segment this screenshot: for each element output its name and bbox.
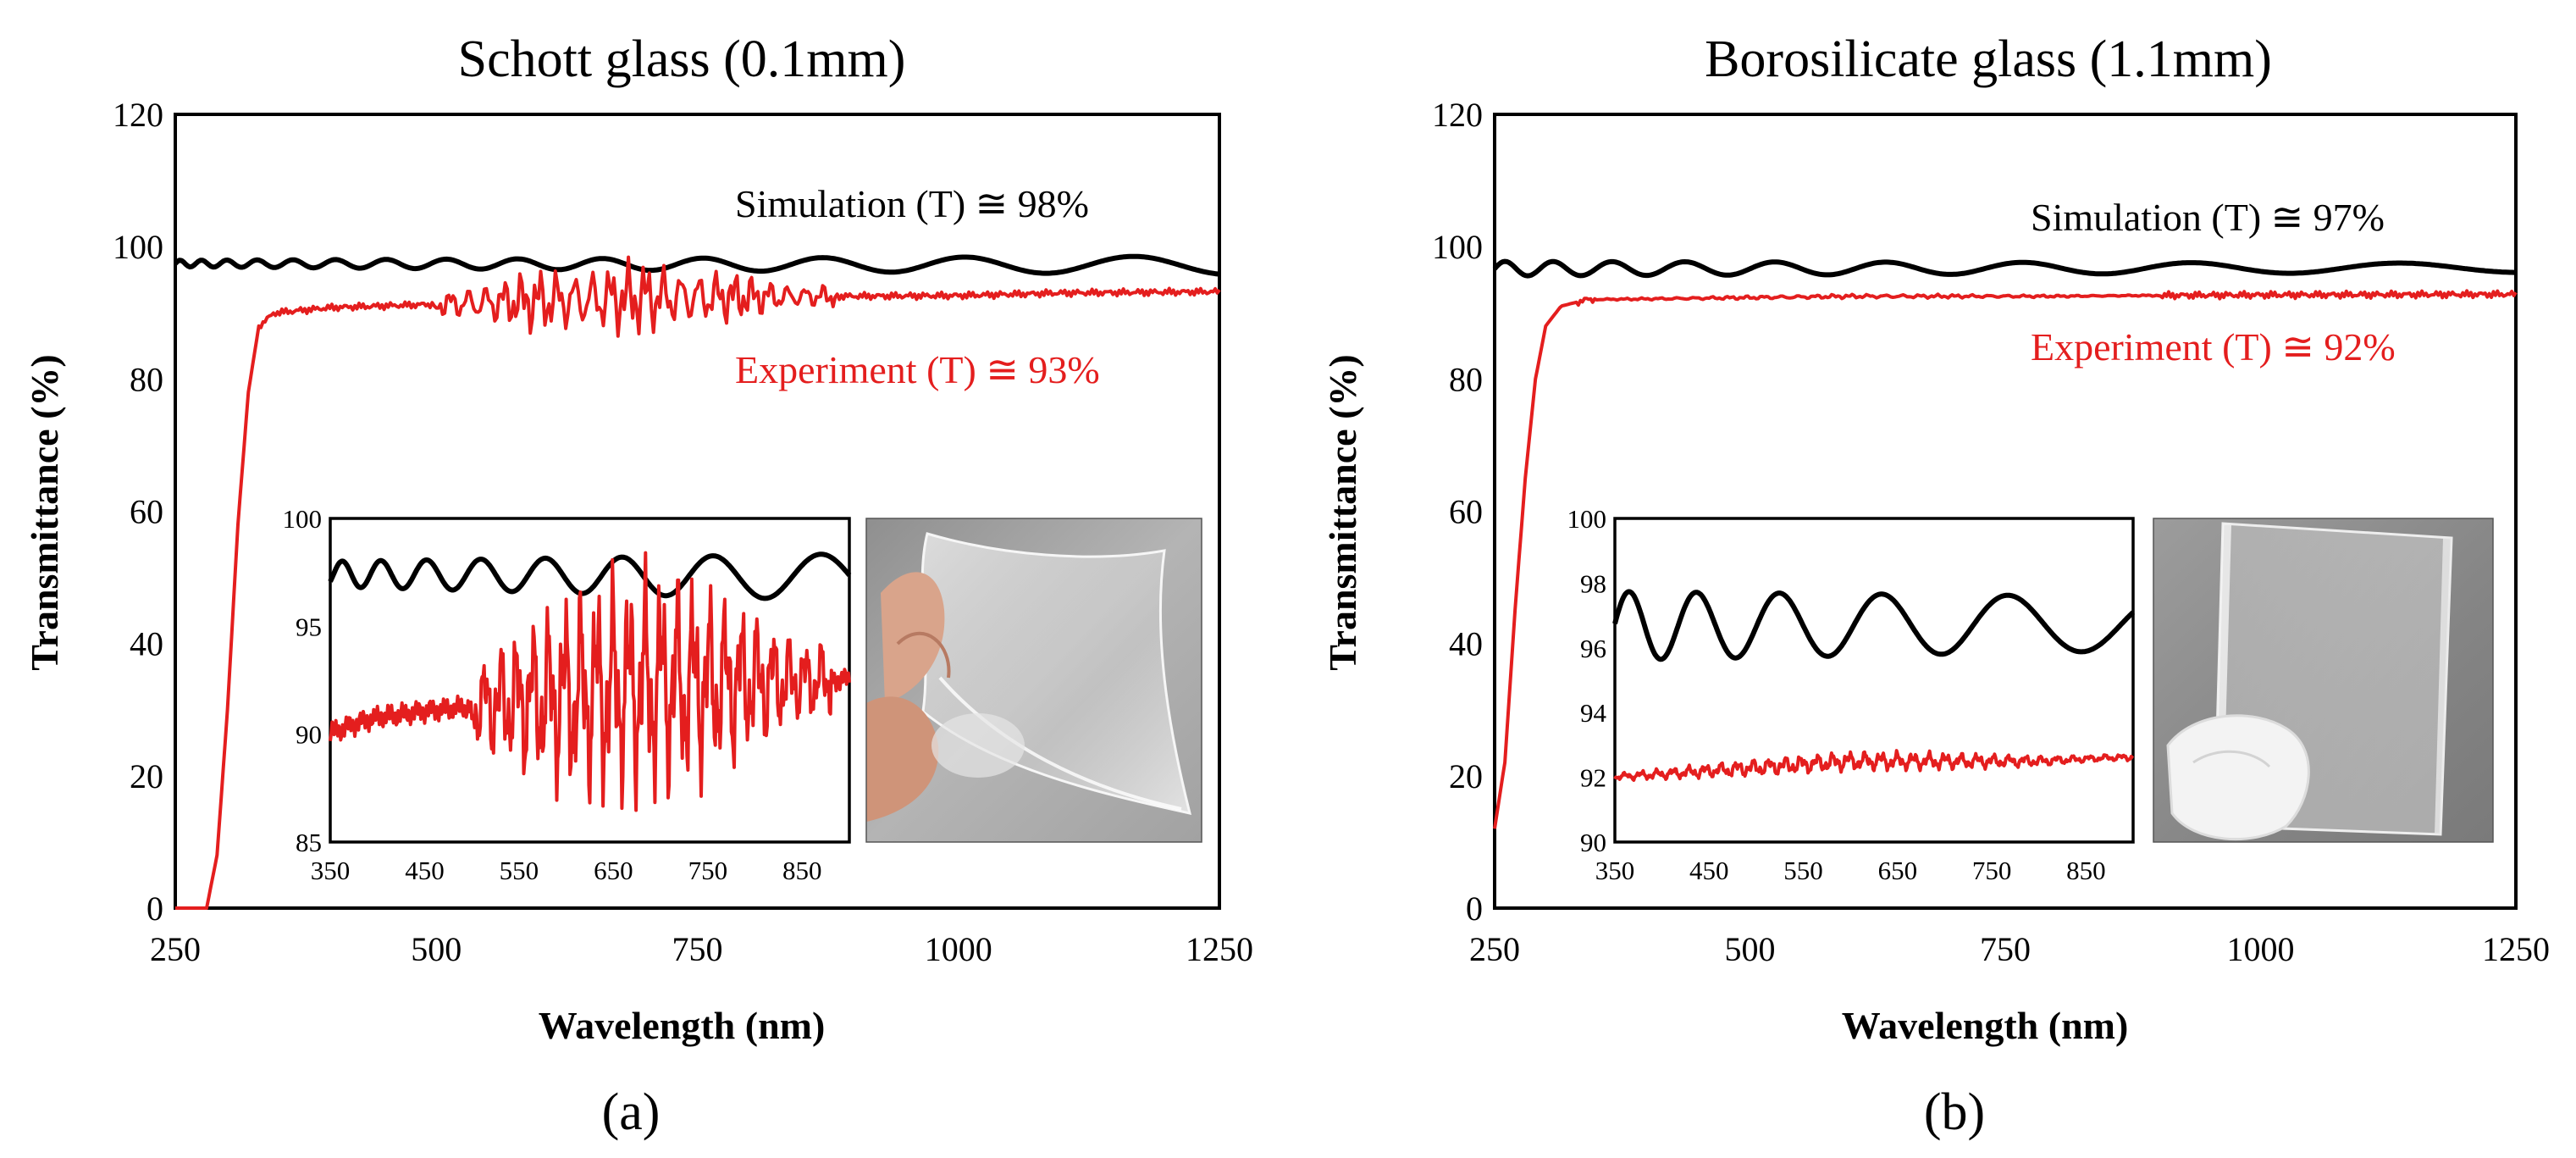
main-a-y-tick-label: 100 bbox=[113, 228, 163, 266]
inset-series-simulation-a bbox=[328, 551, 852, 601]
inset-a-x-tick-label: 750 bbox=[688, 856, 728, 885]
inset-b-y-tick-label: 96 bbox=[1580, 634, 1606, 663]
main-a-y-tick-label: 40 bbox=[130, 625, 163, 663]
x-tick-labels-a: 250 500 750 1000 1250 bbox=[150, 930, 1253, 968]
simulation-line-a bbox=[173, 253, 1220, 277]
panel-label-b: (b) bbox=[1924, 1083, 1985, 1141]
inset-experiment-line-b bbox=[1613, 749, 2135, 782]
inset-b-x-tick-label: 850 bbox=[2066, 856, 2106, 885]
panel-label-a: (a) bbox=[602, 1083, 661, 1141]
inset-series-simulation-b bbox=[1612, 589, 2136, 662]
rigid-glass-plate-photo bbox=[2153, 518, 2494, 843]
experiment-annotation-b: Experiment (T) ≅ 92% bbox=[2031, 325, 2396, 368]
main-b-x-tick-label: 500 bbox=[1725, 930, 1776, 968]
series-simulation-a bbox=[173, 253, 1220, 277]
main-b-y-tick-label: 120 bbox=[1432, 96, 1483, 134]
inset-experiment-line-a bbox=[329, 551, 851, 812]
main-a-y-tick-label: 60 bbox=[130, 493, 163, 531]
y-tick-labels-a: 0 20 40 60 80 100 120 bbox=[113, 96, 163, 928]
inset-b-x-tick-label: 750 bbox=[1972, 856, 2012, 885]
inset-a-y-tick-label: 100 bbox=[283, 504, 323, 534]
plot-frame-b bbox=[1493, 113, 2518, 910]
inset-a-x-tick-label: 850 bbox=[782, 856, 822, 885]
inset-a-x-tick-label: 650 bbox=[594, 856, 633, 885]
inset-b-x-tick-label: 450 bbox=[1689, 856, 1729, 885]
inset-a-y-tick-label: 90 bbox=[296, 720, 322, 750]
chart-title-b: Borosilicate glass (1.1mm) bbox=[1705, 30, 2272, 88]
main-a-y-tick-label: 20 bbox=[130, 757, 163, 795]
experiment-annotation-a: Experiment (T) ≅ 93% bbox=[735, 348, 1100, 391]
panel-a: Schott glass (0.1mm) Transmittance (%) W… bbox=[23, 30, 1253, 1141]
experiment-line-b bbox=[1493, 289, 2518, 829]
inset-a-y-tick-label: 85 bbox=[296, 828, 322, 857]
main-b-y-tick-label: 0 bbox=[1466, 889, 1483, 928]
inset-y-tick-labels-a: 85 90 95 100 bbox=[283, 504, 323, 857]
experiment-line-a bbox=[175, 255, 1221, 910]
panel-b: Borosilicate glass (1.1mm) Transmittance… bbox=[1321, 30, 2550, 1141]
main-a-x-tick-label: 750 bbox=[672, 930, 723, 968]
inset-a-x-tick-label: 550 bbox=[500, 856, 539, 885]
inset-series-experiment-a bbox=[329, 551, 851, 812]
main-b-x-tick-label: 250 bbox=[1469, 930, 1520, 968]
main-b-y-tick-label: 60 bbox=[1449, 493, 1483, 531]
inset-b-x-tick-label: 550 bbox=[1783, 856, 1823, 885]
main-b-y-tick-label: 20 bbox=[1449, 757, 1483, 795]
main-a-x-tick-label: 1000 bbox=[925, 930, 992, 968]
y-axis-label-b: Transmittance (%) bbox=[1321, 354, 1364, 670]
simulation-line-b bbox=[1492, 258, 2517, 279]
main-b-y-tick-label: 80 bbox=[1449, 360, 1483, 398]
inset-x-tick-labels-a: 350 450 550 650 750 850 bbox=[311, 856, 822, 885]
inset-series-experiment-b bbox=[1613, 749, 2135, 782]
series-simulation-b bbox=[1492, 258, 2517, 279]
inset-b-y-tick-label: 94 bbox=[1580, 698, 1607, 728]
main-b-x-tick-label: 750 bbox=[1980, 930, 2031, 968]
main-a-y-tick-label: 0 bbox=[146, 889, 163, 928]
plot-frame-a bbox=[174, 113, 1221, 910]
inset-b-y-tick-label: 92 bbox=[1580, 763, 1606, 793]
main-a-y-tick-label: 120 bbox=[113, 96, 163, 134]
inset-a-x-tick-label: 450 bbox=[405, 856, 445, 885]
inset-frame-b bbox=[1613, 517, 2135, 844]
inset-simulation-line-b bbox=[1612, 589, 2136, 662]
inset-b-x-tick-label: 350 bbox=[1595, 856, 1635, 885]
main-a-x-tick-label: 250 bbox=[150, 930, 201, 968]
x-axis-label-b: Wavelength (nm) bbox=[1842, 1004, 2129, 1047]
flexible-glass-sheet-photo bbox=[865, 518, 1202, 843]
inset-b-y-tick-label: 90 bbox=[1580, 828, 1606, 857]
main-b-y-tick-label: 100 bbox=[1432, 228, 1483, 266]
simulation-annotation-a: Simulation (T) ≅ 98% bbox=[735, 182, 1089, 225]
inset-x-tick-labels-b: 350 450 550 650 750 850 bbox=[1595, 856, 2106, 885]
chart-title-a: Schott glass (0.1mm) bbox=[458, 30, 906, 88]
y-tick-labels-b: 0 20 40 60 80 100 120 bbox=[1432, 96, 1483, 928]
series-experiment-a bbox=[175, 255, 1221, 910]
main-a-y-tick-label: 80 bbox=[130, 360, 163, 398]
inset-a-y-tick-label: 95 bbox=[296, 612, 322, 641]
inset-a-x-tick-label: 350 bbox=[311, 856, 351, 885]
x-axis-label-a: Wavelength (nm) bbox=[539, 1004, 826, 1047]
main-b-y-tick-label: 40 bbox=[1449, 625, 1483, 663]
main-a-x-tick-label: 500 bbox=[411, 930, 462, 968]
x-tick-labels-b: 250 500 750 1000 1250 bbox=[1469, 930, 2550, 968]
main-b-x-tick-label: 1000 bbox=[2227, 930, 2295, 968]
main-b-x-tick-label: 1250 bbox=[2482, 930, 2550, 968]
inset-b-y-tick-label: 98 bbox=[1580, 568, 1606, 598]
simulation-annotation-b: Simulation (T) ≅ 97% bbox=[2031, 196, 2385, 239]
main-a-x-tick-label: 1250 bbox=[1186, 930, 1253, 968]
inset-b-y-tick-label: 100 bbox=[1567, 504, 1607, 534]
inset-simulation-line-a bbox=[328, 551, 852, 601]
series-experiment-b bbox=[1493, 289, 2518, 829]
inset-b-x-tick-label: 650 bbox=[1878, 856, 1918, 885]
y-axis-label-a: Transmittance (%) bbox=[23, 354, 66, 670]
inset-y-tick-labels-b: 90 92 94 96 98 100 bbox=[1567, 504, 1607, 857]
